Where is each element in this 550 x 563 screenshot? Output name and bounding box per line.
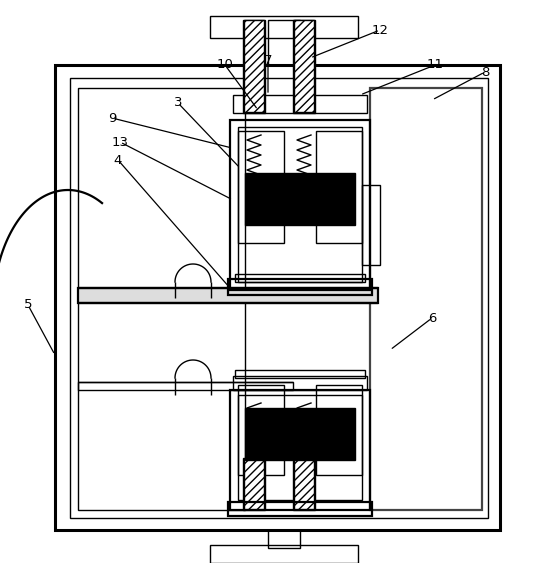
Bar — [238, 131, 284, 243]
Bar — [294, 20, 314, 112]
Bar — [230, 120, 370, 290]
Bar — [293, 458, 315, 510]
Text: 6: 6 — [428, 311, 436, 324]
Text: 13: 13 — [112, 136, 129, 149]
Bar — [235, 370, 365, 378]
Bar — [238, 395, 362, 500]
Bar — [238, 127, 362, 282]
Bar — [316, 385, 362, 475]
Text: 7: 7 — [264, 53, 272, 66]
Bar — [245, 173, 355, 225]
Bar — [235, 274, 365, 282]
Bar — [70, 78, 488, 518]
Text: 10: 10 — [217, 59, 233, 72]
Bar — [362, 185, 380, 265]
Bar — [243, 458, 265, 510]
Bar — [293, 20, 315, 113]
Bar — [78, 382, 293, 390]
Bar — [294, 459, 314, 509]
Text: 8: 8 — [481, 65, 489, 78]
Bar — [55, 65, 500, 530]
Bar — [78, 288, 378, 303]
Bar — [244, 459, 264, 509]
Bar — [233, 95, 367, 113]
Bar — [233, 376, 367, 390]
Bar — [244, 20, 264, 112]
Text: 11: 11 — [426, 59, 443, 72]
Bar — [370, 88, 482, 510]
Bar — [228, 502, 372, 516]
Text: 3: 3 — [174, 96, 182, 109]
Bar — [78, 88, 245, 290]
Text: 12: 12 — [371, 24, 388, 37]
Bar — [316, 131, 362, 243]
Text: 4: 4 — [114, 154, 122, 167]
Bar — [268, 20, 300, 65]
Bar — [210, 545, 358, 563]
Bar — [228, 279, 372, 295]
Bar — [245, 408, 355, 460]
Text: 5: 5 — [24, 298, 32, 311]
Bar — [230, 390, 370, 510]
Bar — [268, 530, 300, 548]
Bar — [243, 20, 265, 113]
Bar — [210, 16, 358, 38]
Bar — [238, 385, 284, 475]
Bar — [78, 300, 245, 510]
Text: 9: 9 — [108, 111, 116, 124]
